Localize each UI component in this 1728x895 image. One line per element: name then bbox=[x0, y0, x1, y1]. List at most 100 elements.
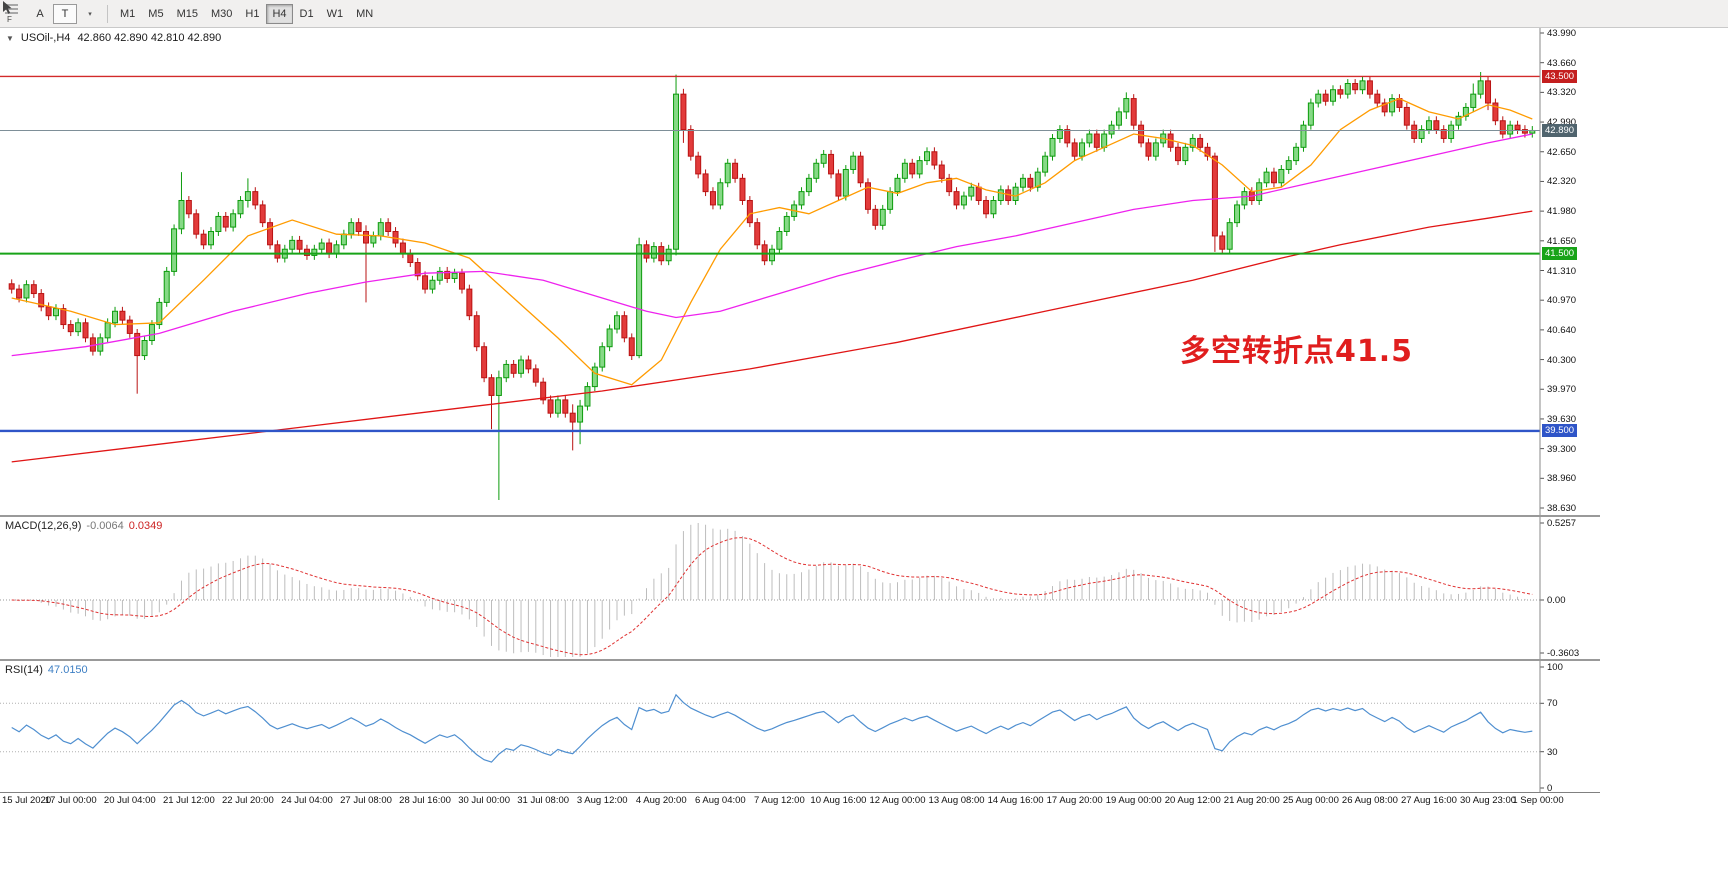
macd-axis-label: 0.00 bbox=[1547, 595, 1566, 606]
time-axis-label: 21 Jul 12:00 bbox=[162, 795, 215, 806]
chart-symbol-timeframe: USOil-,H4 bbox=[20, 32, 71, 44]
timeframe-buttons-group: M1 M5 M15 M30 H1 H4 D1 W1 MN bbox=[114, 3, 379, 24]
price-axis-label: 42.650 bbox=[1547, 146, 1577, 158]
time-axis-label: 30 Jul 00:00 bbox=[458, 795, 510, 806]
price-badge-41.500: 41.500 bbox=[1542, 247, 1578, 261]
time-axis-label: 6 Aug 04:00 bbox=[694, 795, 746, 806]
cursor-pointer-icon bbox=[3, 1, 12, 14]
price-axis-label: 40.640 bbox=[1547, 324, 1577, 336]
macd-signal-value: 0.0349 bbox=[128, 520, 163, 532]
cursor-tool-button[interactable]: ▾ bbox=[3, 1, 101, 24]
rsi-line bbox=[11, 693, 1533, 763]
candles-layer bbox=[8, 71, 1536, 501]
timeframe-button-m5[interactable]: M5 bbox=[148, 7, 164, 20]
time-axis-label: 20 Jul 04:00 bbox=[103, 795, 156, 806]
timeframe-button-h4[interactable]: H4 bbox=[266, 3, 293, 24]
price-badge-43.500: 43.500 bbox=[1542, 69, 1578, 83]
toolbar-grip-icon[interactable] bbox=[5, 4, 18, 14]
timeframe-button-d1[interactable]: D1 bbox=[299, 7, 314, 20]
price-axis-label: 40.970 bbox=[1547, 295, 1577, 307]
price-axis-label: 41.310 bbox=[1547, 265, 1577, 277]
time-axis-label: 25 Aug 00:00 bbox=[1282, 795, 1339, 806]
price-axis-label: 42.990 bbox=[1547, 117, 1577, 129]
time-axis-label: 1 Sep 00:00 bbox=[1512, 795, 1564, 806]
timeframe-button-m30[interactable]: M30 bbox=[210, 7, 233, 20]
time-axis-label: 21 Aug 20:00 bbox=[1223, 795, 1280, 806]
price-badge-39.500: 39.500 bbox=[1542, 424, 1578, 438]
price-chart-panel: ▼ USOil-,H4 42.860 42.890 42.810 42.890 … bbox=[0, 28, 1728, 515]
mid-ma-line bbox=[11, 133, 1533, 357]
time-axis-label: 24 Jul 04:00 bbox=[281, 795, 333, 806]
time-axis[interactable]: 15 Jul 2020 17 Jul 00:00 20 Jul 04:00 21 Ju… bbox=[0, 792, 1600, 809]
macd-value: -0.0064 bbox=[86, 520, 124, 532]
time-axis-label: 20 Aug 12:00 bbox=[1164, 795, 1221, 806]
timeframe-button-h1[interactable]: H1 bbox=[245, 7, 260, 20]
chart-annotation: 多空转折点41.5 bbox=[1180, 334, 1414, 369]
price-axis-label: 40.300 bbox=[1547, 354, 1577, 366]
time-axis-label: 17 Jul 00:00 bbox=[44, 795, 97, 806]
price-axis-label: 43.660 bbox=[1547, 57, 1577, 69]
timeframe-button-mn[interactable]: MN bbox=[356, 7, 374, 20]
time-axis-label: 28 Jul 16:00 bbox=[399, 795, 451, 806]
toolbar-separator bbox=[107, 4, 108, 23]
rsi-label: RSI(14) 47.0150 bbox=[5, 664, 88, 676]
time-axis-label: 3 Aug 12:00 bbox=[576, 795, 628, 806]
timeframe-button-m15[interactable]: M15 bbox=[176, 7, 198, 20]
time-axis-label: 27 Aug 16:00 bbox=[1400, 795, 1457, 806]
fast-ma-line bbox=[11, 97, 1533, 386]
rsi-plot[interactable] bbox=[0, 661, 1546, 792]
time-axis-label: 31 Jul 08:00 bbox=[517, 795, 570, 806]
timeframe-button-w1[interactable]: W1 bbox=[326, 7, 344, 20]
price-axis-label: 43.320 bbox=[1547, 87, 1577, 99]
timeframe-button-m1[interactable]: M1 bbox=[120, 7, 136, 20]
rsi-axis-label: 70 bbox=[1547, 698, 1558, 710]
rsi-name: RSI(14) bbox=[5, 664, 43, 676]
slow-ma-line bbox=[11, 210, 1533, 463]
price-axis-label: 39.630 bbox=[1547, 413, 1577, 425]
collapse-arrow-icon[interactable]: ▼ bbox=[6, 33, 14, 43]
macd-plot[interactable] bbox=[0, 517, 1546, 659]
chart-title: ▼ USOil-,H4 42.860 42.890 42.810 42.890 bbox=[6, 32, 221, 44]
time-axis-label: 15 Jul 2020 bbox=[2, 795, 52, 806]
macd-signal-line bbox=[11, 537, 1533, 656]
macd-name: MACD(12,26,9) bbox=[5, 520, 82, 532]
price-axis-label: 42.320 bbox=[1547, 176, 1577, 188]
time-axis-label: 22 Jul 20:00 bbox=[222, 795, 274, 806]
time-axis-label: 12 Aug 00:00 bbox=[869, 795, 926, 806]
time-axis-label: 19 Aug 00:00 bbox=[1105, 795, 1162, 806]
price-axis-label: 43.990 bbox=[1547, 28, 1577, 39]
rsi-panel: RSI(14) 47.0150 100 70 30 0 bbox=[0, 661, 1728, 794]
price-badge-42.890: 42.890 bbox=[1542, 123, 1578, 137]
macd-label: MACD(12,26,9) -0.0064 0.0349 bbox=[5, 520, 162, 532]
rsi-axis-label: 100 bbox=[1547, 662, 1563, 673]
rsi-axis-label: 0 bbox=[1547, 783, 1553, 794]
toolbar-f-label: F bbox=[7, 15, 12, 24]
tool-button-a[interactable]: A bbox=[36, 7, 44, 20]
chart-ohlc-values: 42.860 42.890 42.810 42.890 bbox=[77, 32, 222, 44]
time-axis-label: 7 Aug 12:00 bbox=[754, 795, 805, 806]
price-axis-label: 41.650 bbox=[1547, 235, 1577, 247]
macd-axis-label: 0.5257 bbox=[1547, 518, 1577, 529]
time-axis-label: 4 Aug 20:00 bbox=[635, 795, 687, 806]
time-axis-label: 13 Aug 08:00 bbox=[928, 795, 985, 806]
rsi-axis-label: 30 bbox=[1547, 746, 1558, 758]
panel-separator-rsi[interactable] bbox=[0, 659, 1600, 661]
time-axis-label: 17 Aug 20:00 bbox=[1046, 795, 1103, 806]
price-axis-label: 39.300 bbox=[1547, 443, 1577, 455]
price-axis-label: 38.960 bbox=[1547, 473, 1577, 485]
time-axis-label: 26 Aug 08:00 bbox=[1341, 795, 1398, 806]
time-axis-label: 14 Aug 16:00 bbox=[987, 795, 1044, 806]
panel-separator-macd[interactable] bbox=[0, 515, 1600, 517]
macd-panel: MACD(12,26,9) -0.0064 0.0349 0.5257 0.00 -… bbox=[0, 517, 1728, 659]
time-axis-label: 10 Aug 16:00 bbox=[810, 795, 867, 806]
macd-axis-label: -0.3603 bbox=[1547, 648, 1580, 659]
price-axis-label: 39.970 bbox=[1547, 384, 1577, 396]
time-axis-label: 27 Jul 08:00 bbox=[340, 795, 392, 806]
price-chart-plot[interactable] bbox=[0, 28, 1546, 515]
tool-button-t[interactable]: T bbox=[53, 3, 77, 24]
price-axis-label: 38.630 bbox=[1547, 503, 1577, 514]
dropdown-caret-icon: ▾ bbox=[88, 10, 92, 18]
